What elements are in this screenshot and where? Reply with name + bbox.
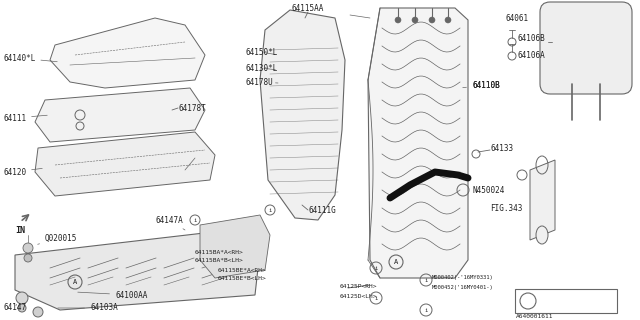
Text: 64115BA*A<RH>: 64115BA*A<RH>	[195, 250, 244, 254]
Circle shape	[429, 17, 435, 23]
Text: i: i	[424, 277, 428, 283]
Text: Q020015: Q020015	[38, 234, 77, 244]
Text: i: i	[424, 308, 428, 313]
Text: FIG.343: FIG.343	[490, 204, 522, 212]
Text: Q710007: Q710007	[540, 297, 572, 306]
Text: i: i	[374, 266, 378, 270]
Ellipse shape	[536, 226, 548, 244]
Text: A: A	[394, 259, 398, 265]
Text: 64106B: 64106B	[518, 34, 546, 43]
Polygon shape	[200, 215, 270, 278]
Text: 64115AA: 64115AA	[292, 4, 324, 12]
Text: 64061: 64061	[505, 13, 528, 22]
Text: 64115BE*A<RH>: 64115BE*A<RH>	[218, 268, 267, 273]
Circle shape	[16, 292, 28, 304]
Text: 64115BA*B<LH>: 64115BA*B<LH>	[195, 258, 244, 262]
Polygon shape	[35, 88, 205, 142]
Text: M000402(-'16MY0331): M000402(-'16MY0331)	[432, 276, 493, 281]
Text: 1: 1	[526, 298, 530, 304]
Text: 64100AA: 64100AA	[78, 291, 147, 300]
Circle shape	[412, 17, 418, 23]
Text: 64111: 64111	[3, 114, 47, 123]
Text: 64133: 64133	[490, 143, 513, 153]
Circle shape	[23, 243, 33, 253]
Text: i: i	[374, 295, 378, 300]
Circle shape	[33, 307, 43, 317]
Polygon shape	[15, 230, 260, 310]
Text: IN: IN	[15, 226, 25, 235]
Text: 64125P<RH>: 64125P<RH>	[340, 284, 378, 289]
Text: 64111G: 64111G	[308, 205, 336, 214]
Polygon shape	[530, 160, 555, 240]
Text: 64147A: 64147A	[155, 215, 185, 230]
Text: 64103A: 64103A	[58, 303, 118, 313]
Circle shape	[395, 17, 401, 23]
Polygon shape	[260, 10, 345, 220]
Text: 64110B: 64110B	[463, 81, 500, 90]
FancyBboxPatch shape	[540, 2, 632, 94]
Polygon shape	[50, 18, 205, 88]
Text: i: i	[268, 207, 271, 212]
Text: 64120: 64120	[3, 167, 42, 177]
Text: 64130*L: 64130*L	[245, 63, 277, 73]
Text: i: i	[193, 218, 196, 222]
Circle shape	[24, 254, 32, 262]
Text: 64147: 64147	[3, 303, 26, 313]
Text: A: A	[73, 279, 77, 285]
Text: 64115BE*B<LH>: 64115BE*B<LH>	[218, 276, 267, 281]
FancyBboxPatch shape	[515, 289, 617, 313]
Text: 64178T: 64178T	[178, 103, 205, 113]
Text: N450024: N450024	[472, 186, 504, 195]
Text: 64178U: 64178U	[245, 77, 278, 86]
Polygon shape	[35, 132, 215, 196]
Circle shape	[18, 304, 26, 312]
Text: 64106A: 64106A	[518, 51, 546, 60]
Text: 64125D<LH>: 64125D<LH>	[340, 293, 378, 299]
Text: M000452('16MY0401-): M000452('16MY0401-)	[432, 285, 493, 291]
Text: 64110B: 64110B	[472, 81, 500, 90]
Circle shape	[445, 17, 451, 23]
Polygon shape	[368, 8, 468, 278]
Text: 64140*L: 64140*L	[3, 53, 57, 62]
Text: 64150*L: 64150*L	[245, 47, 277, 57]
Text: A640001611: A640001611	[516, 314, 554, 318]
